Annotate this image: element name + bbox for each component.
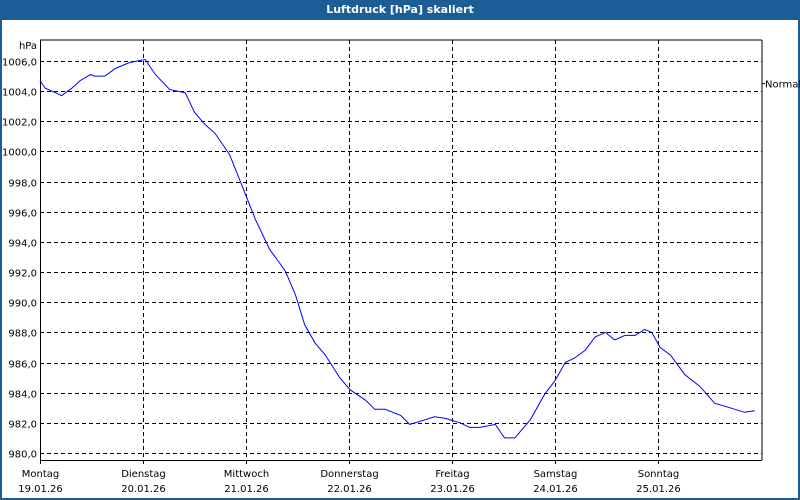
y-tick-label: 992,0 [8,269,37,280]
y-tick-label: 988,0 [8,329,37,340]
y-tick-label: 984,0 [8,390,37,401]
x-tick-day: Samstag [534,469,578,480]
y-tick-label: 1004,0 [2,88,37,99]
normal-label: Normal [765,80,800,91]
window-title: Luftdruck [hPa] skaliert [326,3,474,16]
x-tick-date: 23.01.26 [430,484,475,495]
y-tick-label: 980,0 [8,450,37,461]
y-tick-label: 1002,0 [2,118,37,129]
y-tick-label: 1000,0 [2,148,37,159]
y-axis-unit: hPa [19,41,37,52]
x-tick-day: Freitag [435,469,469,480]
x-tick-day: Donnerstag [320,469,378,480]
x-tick-date: 21.01.26 [224,484,269,495]
y-tick-label: 1006,0 [2,58,37,69]
x-tick-day: Mittwoch [224,469,269,480]
x-tick-date: 19.01.26 [18,484,63,495]
x-tick-day: Sonntag [638,469,680,480]
y-tick-label: 994,0 [8,239,37,250]
y-tick-label: 998,0 [8,179,37,190]
x-tick-day: Dienstag [121,469,166,480]
chart-panel [2,20,798,498]
x-tick-date: 22.01.26 [327,484,372,495]
pressure-line [39,58,755,439]
x-tick-date: 20.01.26 [121,484,166,495]
y-tick-label: 986,0 [8,360,37,371]
y-tick-label: 996,0 [8,209,37,220]
x-tick-date: 24.01.26 [533,484,578,495]
x-tick-day: Montag [22,469,59,480]
y-tick-label: 990,0 [8,299,37,310]
x-tick-date: 25.01.26 [636,484,681,495]
y-tick-label: 982,0 [8,420,37,431]
